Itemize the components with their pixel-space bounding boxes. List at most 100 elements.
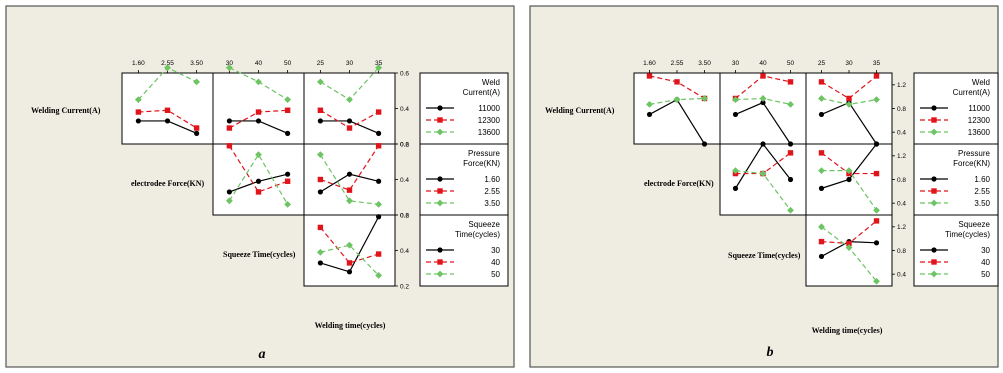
series-0-point [818,111,825,118]
series-0-point [732,111,739,118]
legend-entry: 30 [491,246,500,255]
series-1-point [317,224,324,231]
x-tick-label: 35 [873,60,881,67]
y-tick-label: 0.6 [400,212,409,219]
x-tick-label: 3.50 [698,60,711,67]
y-tick-label: 0.8 [897,106,906,113]
y-tick-label: 0.6 [400,141,409,148]
series-2-point [225,64,233,72]
series-0-point [317,260,323,266]
series-2-point [818,167,825,175]
series-1-point [674,79,680,85]
legend-marker-1 [437,117,443,123]
row-factor-label: Welding Current(A) [31,106,101,115]
y-tick-label: 0.6 [400,70,409,77]
series-2-point [818,223,825,231]
row-factor-label: Welding Current(A) [545,106,615,115]
series-0-point [846,176,852,183]
series-2-point [673,96,681,104]
cell-r0-c3-frame [303,72,396,145]
series-0-point [285,130,291,136]
cell-r1-c3 [818,141,880,214]
series-1-point [646,73,653,79]
series-0-point [346,118,353,124]
series-2-point [732,96,739,104]
series-0-point [317,118,323,124]
legend-entry: 50 [491,270,500,279]
series-2-point [346,197,353,205]
series-1-line [138,109,197,129]
legend-title: Pressure [468,149,501,158]
y-tick-label: 1.2 [897,153,906,160]
y-tick-label: 0.2 [400,141,409,148]
x-axis-title: Welding time(cycles) [315,321,386,330]
series-1-point [255,189,262,195]
y-tick-label: 0.8 [897,248,906,255]
series-1-point [873,73,880,79]
row-factor-label: electrode Force(KN) [644,179,714,188]
series-2-point [818,95,825,102]
series-1-point [226,143,233,149]
series-2-point [873,96,880,104]
series-1-point [164,107,171,113]
panel-a: 1.60 2.55 3.50 30 40 50 25 30 350.20.40.60.20.40… [5,5,515,368]
legend-marker-1 [931,117,937,123]
panel-letter: b [767,345,774,360]
series-0-point [873,141,880,147]
series-2-point [873,277,880,285]
series-1-point [135,109,142,115]
legend-marker-0 [931,247,937,253]
series-0-point [346,269,353,275]
series-0-point [164,118,171,124]
series-1-point [760,73,766,79]
legend-entry: 13600 [968,128,991,137]
x-tick-label: 30 [845,60,853,67]
legend-title: Force(KN) [463,159,500,168]
x-tick-label: 25 [317,60,325,67]
x-tick-label: 2.55 [161,60,174,67]
panel-b: 1.60 2.55 3.50 30 40 50 25 30 35 0.4 0.8 1.2 0.4 0.8 1… [529,5,999,368]
series-0-point [135,118,141,124]
series-2-point [284,96,292,104]
series-2-point [255,78,262,86]
series-1-point [346,125,353,131]
panel-letter: a [259,347,266,362]
series-2-point [845,100,853,108]
legend-title: Squeeze [958,220,990,229]
legend-marker-0 [437,176,443,182]
row-factor-label: Squeeze Time(cycles) [223,250,296,259]
series-2-point [255,151,262,159]
legend-marker-1 [931,259,937,265]
series-0-point [376,214,382,220]
series-1-point [284,178,291,184]
legend-entry: 1.60 [484,175,500,184]
series-1-line [320,145,380,191]
series-0-point [194,130,200,136]
cell-r2-c3 [818,218,880,285]
legend-entry: 40 [981,258,990,267]
series-1-point [787,150,794,156]
legend-entry: 2.55 [974,187,990,196]
series-1-point [226,125,233,131]
series-0-point [760,141,766,147]
cell-r0-c3 [316,64,383,136]
x-tick-label: 1.60 [132,60,145,67]
legend-entry: 40 [491,258,500,267]
legend-entry: 11000 [478,104,500,113]
legend-entry: 3.50 [484,199,500,208]
x-tick-label: 3.50 [190,60,203,67]
series-0-point [346,171,353,177]
series-1-point [873,170,880,177]
y-tick-label: 0.2 [400,283,409,290]
series-1-point [375,109,382,115]
series-1-point [193,125,200,131]
row-factor-label: electrodee Force(KN) [131,179,205,188]
series-1-point [375,251,382,257]
cell-r1-c3 [316,143,383,208]
series-1-point [818,238,825,245]
cell-r0-c1 [134,64,201,136]
series-2-point [316,248,324,256]
